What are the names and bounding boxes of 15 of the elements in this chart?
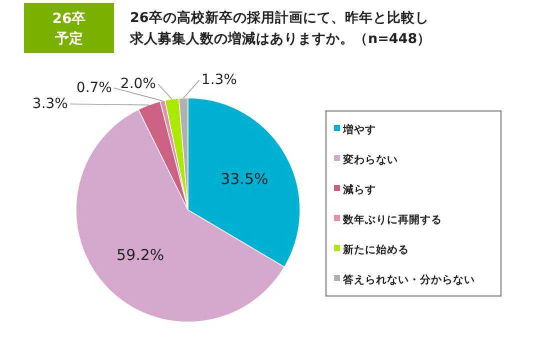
chart-subtitle: 求人募集人数の増減はありますか。（n=448） <box>129 30 432 47</box>
data-label: 2.0% <box>120 76 156 92</box>
data-label: 3.3% <box>32 96 68 112</box>
legend-label: 変わらない <box>342 153 398 166</box>
legend-label: 答えられない・分からない <box>342 273 475 286</box>
data-label: 33.5% <box>220 170 268 188</box>
legend-label: 新たに始める <box>342 243 409 256</box>
data-label: 1.3% <box>201 72 238 88</box>
annotation-badge: 26卒 予定 <box>24 3 114 53</box>
legend-label: 数年ぶりに再開する <box>342 213 442 226</box>
chart-title: 26卒の高校新卒の採用計画にて、昨年と比較し <box>130 9 429 26</box>
data-label: 0.7% <box>76 80 112 96</box>
legend-label: 減らす <box>342 183 376 196</box>
legend-label: 増やす <box>342 123 376 136</box>
data-label: 59.2% <box>116 246 164 264</box>
